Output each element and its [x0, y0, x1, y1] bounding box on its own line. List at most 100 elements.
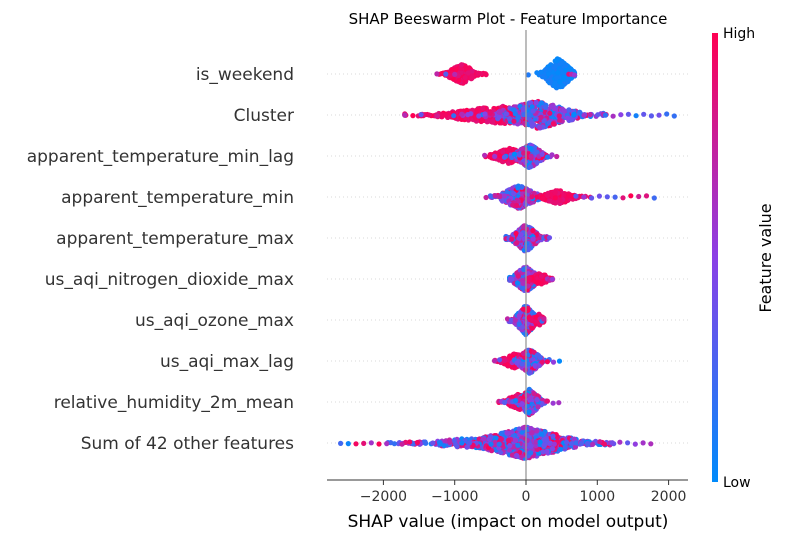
shap-dot — [531, 390, 537, 397]
shap-dot — [512, 317, 518, 323]
shap-dot — [502, 399, 508, 406]
shap-dot — [557, 197, 563, 204]
shap-dot — [538, 273, 545, 279]
shap-dot — [458, 62, 464, 68]
shap-dot — [496, 114, 502, 120]
shap-dot — [628, 193, 634, 199]
shap-dot — [671, 113, 677, 119]
shap-dot — [515, 185, 521, 191]
shap-dot — [538, 69, 544, 75]
shap-dot — [545, 71, 552, 77]
shap-dot — [537, 124, 543, 131]
shap-dot — [596, 193, 603, 199]
feature-row-dots — [434, 56, 578, 91]
shap-dot — [527, 370, 533, 376]
shap-dot — [418, 112, 424, 118]
shap-dot — [519, 324, 526, 330]
shap-dot — [518, 232, 524, 238]
shap-dot — [610, 113, 616, 119]
feature-row-dots — [503, 223, 553, 254]
shap-dot — [565, 78, 571, 84]
shap-dot — [515, 273, 522, 279]
shap-dot — [529, 325, 535, 331]
shap-dot — [529, 194, 535, 200]
shap-dot — [651, 195, 657, 201]
shap-dot — [538, 114, 544, 120]
shap-dot — [656, 112, 662, 118]
shap-dot — [552, 189, 558, 196]
shap-dot — [497, 193, 503, 199]
shap-dot — [552, 200, 559, 206]
shap-dot — [443, 71, 449, 77]
shap-dot — [402, 112, 408, 118]
shap-dot — [527, 145, 533, 152]
shap-dot — [554, 153, 560, 160]
shap-dot — [548, 104, 554, 110]
shap-dot — [438, 71, 445, 77]
shap-dot — [524, 308, 530, 314]
shap-dot — [451, 113, 457, 119]
shap-dot — [553, 63, 559, 69]
shap-dot — [625, 111, 632, 117]
shap-dot — [547, 110, 553, 116]
shap-dot — [492, 153, 498, 159]
shap-dot — [541, 118, 547, 124]
shap-dot — [549, 152, 555, 158]
shap-dot — [465, 112, 471, 118]
shap-dot — [542, 104, 549, 110]
shap-dot — [633, 113, 639, 119]
row-gridlines — [327, 73, 688, 444]
shap-dot — [509, 236, 515, 242]
shap-dot — [618, 112, 624, 118]
shap-dot — [484, 119, 490, 125]
shap-dot — [535, 404, 541, 410]
shap-dot — [534, 159, 540, 166]
shap-dot — [434, 113, 440, 119]
shap-dot — [520, 350, 527, 356]
shap-dot — [529, 123, 535, 129]
shap-dot — [524, 392, 530, 398]
shap-dot — [550, 359, 557, 365]
shap-dot — [497, 357, 503, 363]
shap-dot — [465, 70, 471, 76]
shap-dot — [464, 107, 470, 113]
shap-dot — [502, 154, 508, 160]
shap-dot — [544, 154, 551, 160]
feature-row-dots — [483, 183, 657, 211]
shap-dot — [482, 71, 488, 77]
shap-dot — [426, 112, 432, 118]
feature-row-dots — [402, 98, 677, 131]
shap-dot — [456, 77, 462, 84]
shap-dot — [534, 70, 540, 76]
shap-dot — [566, 107, 572, 113]
shap-dot — [528, 164, 534, 170]
shap-dot — [566, 192, 573, 198]
feature-row-dots — [507, 264, 556, 293]
shap-dot — [513, 230, 519, 237]
shap-dot — [532, 363, 538, 369]
shap-dot — [492, 193, 498, 199]
shap-dot — [554, 75, 561, 81]
shap-dot — [521, 111, 527, 117]
shap-dot — [507, 116, 513, 122]
shap-dot — [511, 151, 518, 157]
shap-dot — [511, 191, 517, 197]
shap-dot — [483, 194, 489, 201]
shap-dot — [509, 276, 515, 282]
shap-dot — [482, 152, 488, 158]
shap-dot — [492, 358, 498, 364]
shap-dot — [535, 279, 541, 285]
shap-dot — [544, 359, 551, 365]
shap-dot — [515, 115, 521, 121]
shap-dot — [529, 104, 535, 110]
shap-dot — [482, 111, 488, 117]
shap-dot — [528, 100, 534, 106]
beeswarm-dots — [338, 56, 677, 461]
shap-dot — [530, 236, 536, 242]
shap-dot — [526, 276, 533, 282]
shap-dot — [612, 194, 618, 200]
shap-dot — [595, 112, 601, 118]
shap-dot — [530, 227, 536, 234]
shap-dot — [487, 110, 493, 116]
feature-row-dots — [496, 386, 562, 418]
